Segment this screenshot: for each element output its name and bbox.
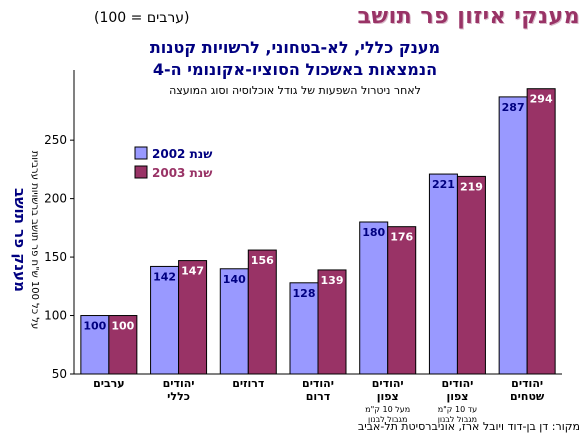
chart-bars — [80, 88, 556, 375]
y-axis-label: מענק פר תושב — [11, 188, 29, 292]
bar-2003 — [247, 249, 277, 375]
bar-2003 — [456, 175, 486, 375]
bar-2002 — [428, 173, 458, 375]
y-axis-label-secondary: על כל 100 ש"ח פר תושב ברשויות ערביות — [29, 151, 40, 330]
y-tick-label: 250 — [44, 133, 67, 147]
legend-label-2003: שנת 2003 — [152, 166, 212, 180]
chart-title-note: (ערבים = 100) — [94, 10, 190, 26]
bar-value-label: 128 — [293, 287, 316, 300]
bar-value-label: 219 — [460, 180, 483, 193]
bar-2003 — [317, 269, 347, 375]
bar-2003 — [178, 260, 208, 375]
x-category-label: ערבים — [93, 377, 125, 390]
bar-2002 — [498, 96, 528, 375]
chart-legend: שנת 2002 שנת 2003 — [134, 146, 212, 180]
bar-2003 — [387, 226, 417, 375]
x-category-label: שטחים — [510, 390, 545, 403]
bar-2002 — [80, 315, 110, 375]
x-category-label: יהודים — [302, 377, 334, 390]
bar-value-label: 142 — [153, 270, 176, 283]
bar-value-label: 156 — [251, 254, 274, 267]
source-note: מקור: דן בן-דוד ויובל ארז, אוניברסיטת תל… — [357, 420, 580, 433]
bar-value-label: 176 — [390, 231, 413, 244]
x-category-label: יהודים — [163, 377, 195, 390]
bar-2002 — [150, 265, 180, 375]
x-category-sublabel: מעל 10 ק"מ — [365, 405, 410, 414]
y-tick-label: 200 — [44, 192, 67, 206]
bar-2002 — [289, 282, 319, 375]
x-category-label: יהודים — [372, 377, 404, 390]
x-category-sublabel: מגבול לבנון — [368, 415, 407, 424]
bar-value-label: 140 — [223, 273, 246, 286]
x-category-sublabel: עד 10 ק"מ — [438, 405, 477, 414]
bar-2003 — [108, 315, 138, 375]
y-tick-label: 50 — [52, 367, 67, 381]
x-category-sublabel: מגבול לבנון — [438, 415, 477, 424]
legend-swatch-2003 — [134, 165, 148, 179]
x-category-label: צפון — [377, 390, 399, 403]
x-category-label: יהודים — [441, 377, 473, 390]
x-category-label: יהודים — [511, 377, 543, 390]
chart-subtitle-line1: מענק כללי, לא-בטחוני, לרשויות קטנות — [149, 38, 441, 57]
chart-note: לאחר ניטרול השפעות של גודל אוכלוסיה וסוג… — [169, 84, 421, 97]
x-category-label: כללי — [167, 390, 190, 403]
bar-2003 — [526, 88, 556, 375]
bar-value-label: 100 — [83, 320, 106, 333]
x-category-label: דרוזים — [232, 377, 264, 390]
bar-value-label: 139 — [321, 274, 344, 287]
chart-subtitle-line2: הנמצאות באשכול הסוציו-אקונומי ה-4 — [152, 60, 438, 79]
bar-2002 — [359, 221, 389, 375]
bar-value-label: 147 — [181, 265, 204, 278]
x-category-label: דרום — [306, 390, 331, 403]
legend-swatch-2002 — [134, 146, 148, 160]
bar-value-label: 294 — [530, 93, 553, 106]
bar-value-label: 100 — [111, 320, 134, 333]
y-tick-label: 150 — [44, 250, 67, 264]
bar-value-label: 221 — [432, 178, 455, 191]
x-category-label: צפון — [446, 390, 468, 403]
bar-value-label: 287 — [502, 101, 525, 114]
bar-value-label: 180 — [362, 226, 385, 239]
y-tick-label: 100 — [44, 309, 67, 323]
legend-label-2002: שנת 2002 — [152, 147, 212, 161]
chart-title: מענקי איזון פר תושב — [357, 4, 580, 29]
